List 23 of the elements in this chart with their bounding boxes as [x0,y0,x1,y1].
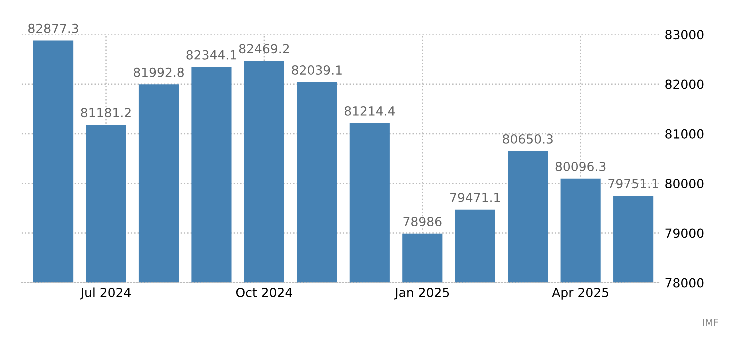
data-label: 79471.1 [450,193,500,202]
data-label: 81214.4 [344,106,396,116]
y-tick-label: 80000 [666,179,704,189]
y-tick-label: 83000 [666,30,704,40]
data-label: 82344.1 [186,50,236,60]
data-label: 82469.2 [239,44,290,54]
data-label: 78986 [404,217,442,227]
data-label: 81992.8 [134,68,184,78]
x-tick-label: Jul 2024 [80,288,131,300]
data-label: 81181.2 [81,108,131,118]
x-tick-label: Oct 2024 [236,288,292,298]
y-tick-label: 82000 [666,80,704,90]
data-label: 79751.1 [608,179,658,189]
x-tick-label: Apr 2025 [552,288,608,300]
y-tick-label: 78000 [666,278,704,288]
x-tick-label: Jan 2025 [394,288,450,300]
y-tick-label: 79000 [666,228,704,238]
data-label: 80650.3 [503,134,553,144]
data-label: 80096.3 [556,162,606,172]
y-tick-label: 81000 [666,129,704,139]
text: IMF [703,318,718,326]
data-label: 82039.1 [292,66,342,75]
data-label: 82877.3 [28,24,78,34]
